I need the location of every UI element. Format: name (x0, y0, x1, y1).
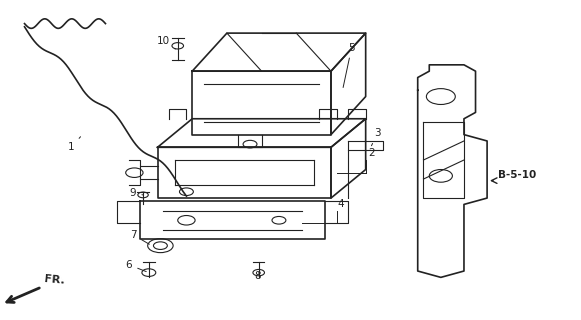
Text: 1: 1 (68, 137, 81, 153)
Text: 9: 9 (130, 188, 143, 198)
Text: 5: 5 (343, 43, 355, 87)
Text: 7: 7 (130, 230, 149, 244)
Text: 4: 4 (338, 199, 345, 209)
Text: FR.: FR. (44, 274, 65, 286)
Text: B-5-10: B-5-10 (497, 170, 536, 180)
Text: 2: 2 (368, 148, 375, 158)
Text: 6: 6 (125, 260, 146, 272)
Text: 10: 10 (156, 36, 175, 49)
Text: 3: 3 (371, 128, 381, 146)
Text: 8: 8 (254, 271, 261, 281)
